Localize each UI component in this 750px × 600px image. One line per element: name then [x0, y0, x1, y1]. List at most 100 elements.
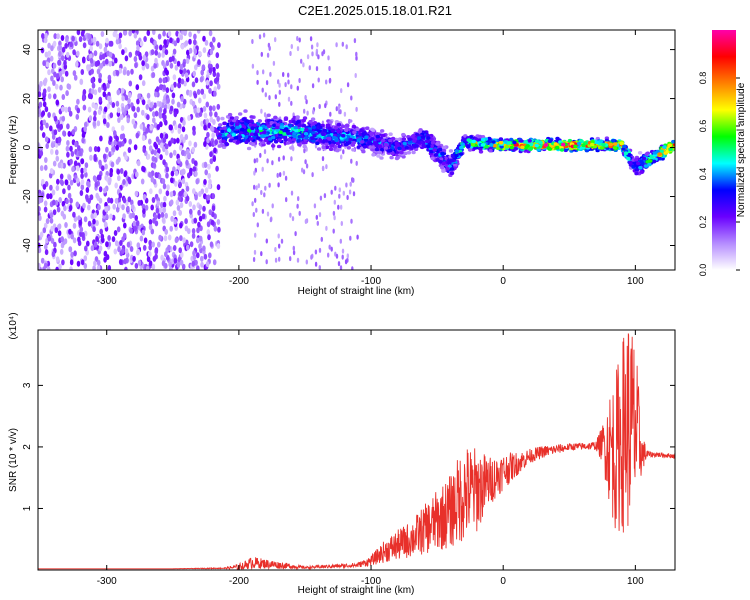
heatmap-cell [473, 146, 478, 150]
heatmap-cell [260, 190, 263, 195]
heatmap-cell [208, 209, 213, 216]
heatmap-cell [98, 245, 103, 252]
heatmap-cell [639, 170, 644, 174]
heatmap-cell [76, 30, 81, 36]
heatmap-cell [639, 159, 644, 163]
heatmap-cell [154, 57, 158, 64]
heatmap-cell [153, 141, 157, 148]
heatmap-cell [96, 120, 101, 127]
heatmap-cell [142, 126, 147, 133]
heatmap-cell [328, 244, 331, 250]
heatmap-cell [202, 47, 207, 54]
heatmap-cell [363, 138, 369, 142]
heatmap-cell [320, 236, 323, 242]
heatmap-cell [369, 131, 374, 136]
heatmap-cell [184, 40, 189, 47]
heatmap-cell [216, 83, 221, 90]
heatmap-cell [192, 188, 196, 195]
heatmap-cell [644, 152, 649, 156]
heatmap-cell [177, 128, 182, 134]
heatmap-cell [261, 87, 264, 93]
heatmap-cell [73, 160, 78, 167]
heatmap-cell [148, 251, 152, 257]
heatmap-cell [304, 159, 307, 165]
heatmap-cell [49, 125, 53, 132]
heatmap-cell [95, 40, 100, 47]
heatmap-cell [209, 125, 214, 132]
heatmap-cell [251, 63, 255, 69]
heatmap-cell [578, 139, 583, 143]
heatmap-cell [647, 162, 652, 167]
heatmap-cell [144, 204, 149, 211]
heatmap-cell [38, 215, 42, 222]
heatmap-cell [164, 49, 169, 56]
heatmap-cell [109, 40, 114, 47]
heatmap-cell [70, 150, 75, 157]
heatmap-cell [182, 237, 186, 244]
heatmap-cell [379, 156, 384, 160]
heatmap-cell [196, 265, 200, 270]
heatmap-cell [107, 197, 111, 204]
heatmap-cell [197, 51, 202, 57]
heatmap-cell [66, 123, 70, 130]
heatmap-cell [163, 108, 167, 115]
heatmap-cell [205, 261, 210, 268]
heatmap-cell [305, 259, 308, 265]
heatmap-cell [49, 212, 54, 219]
heatmap-cell [61, 94, 66, 100]
heatmap-cell [197, 221, 201, 228]
heatmap-cell [538, 140, 543, 145]
heatmap-cell [237, 135, 243, 139]
heatmap-cell [172, 245, 177, 251]
heatmap-cell [351, 266, 354, 270]
heatmap-cell [277, 138, 282, 143]
heatmap-cell [311, 83, 315, 89]
heatmap-cell [67, 174, 72, 181]
heatmap-cell [668, 147, 673, 151]
heatmap-cell [377, 150, 383, 155]
heatmap-cell [159, 142, 164, 149]
heatmap-cell [154, 49, 158, 56]
heatmap-cell [157, 241, 161, 248]
heatmap-cell [192, 125, 196, 132]
heatmap-cell [164, 149, 169, 156]
heatmap-cell [327, 126, 332, 130]
heatmap-cell [150, 228, 155, 235]
heatmap-cell [301, 123, 307, 128]
heatmap-cell [269, 217, 273, 223]
heatmap-cell [213, 90, 217, 97]
heatmap-cell [98, 186, 103, 193]
heatmap-cell [123, 47, 128, 54]
heatmap-cell [76, 50, 80, 57]
heatmap-cell [331, 135, 337, 140]
heatmap-cell [90, 213, 95, 220]
heatmap-cell [410, 135, 415, 139]
heatmap-cell [208, 87, 212, 94]
heatmap-cell [158, 101, 163, 108]
line-y-multiplier: (x10⁴) [8, 312, 19, 339]
heatmap-cell [44, 51, 49, 58]
heatmap-cell [142, 244, 147, 251]
heatmap-cell [40, 47, 45, 54]
heatmap-cell [194, 64, 198, 71]
heatmap-cell [220, 116, 225, 121]
heatmap-cell [216, 243, 221, 249]
heatmap-cell [62, 188, 66, 195]
heatmap-cell [98, 159, 102, 166]
heatmap-cell [171, 92, 176, 99]
heatmap-cell [151, 263, 156, 270]
heatmap-cell [332, 210, 336, 216]
heatmap-cell [181, 178, 186, 185]
heatmap-cell [268, 45, 271, 51]
heatmap-cell [278, 101, 281, 107]
heatmap-cell [146, 92, 151, 99]
heatmap-cell [209, 241, 214, 248]
heatmap-cell [284, 175, 288, 181]
heatmap-cell [139, 40, 144, 47]
heatmap-cell [257, 183, 260, 189]
heatmap-cell [52, 80, 56, 86]
heatmap-cell [263, 149, 267, 155]
heatmap-cell [52, 160, 57, 167]
heatmap-cell [120, 125, 125, 131]
